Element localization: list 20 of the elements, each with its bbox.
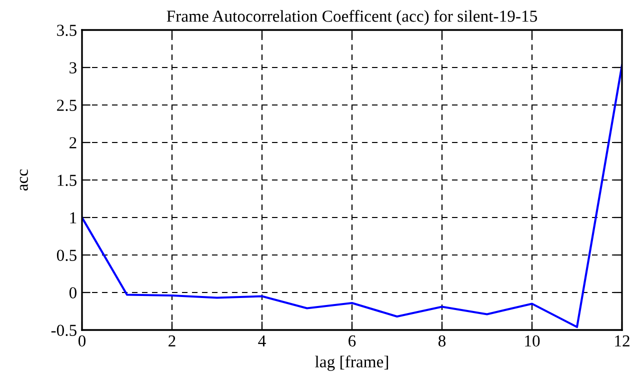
- x-tick-label: 8: [438, 335, 446, 347]
- y-axis-title: acc: [20, 169, 28, 191]
- y-tick-label: 1: [70, 212, 76, 224]
- x-tick-label: 10: [525, 335, 540, 347]
- x-tick-label: 4: [258, 335, 266, 346]
- y-tick-label: -0.5: [51, 324, 76, 336]
- y-tick-label: 1.5: [58, 174, 76, 186]
- y-tick-label: 0.5: [56, 250, 76, 262]
- x-tick-label: 2: [168, 335, 176, 346]
- chart-title: Frame Autocorrelation Coefficent (acc) for silent-19-15: [166, 10, 538, 26]
- line-series: [82, 64, 622, 328]
- y-tick-label: 2: [70, 137, 76, 148]
- y-tick-label: 3.5: [57, 24, 76, 36]
- x-tick-label: 12: [615, 335, 630, 346]
- y-tick-label: 0: [69, 287, 77, 298]
- x-axis-title: lag [frame]: [315, 356, 388, 371]
- y-tick-label: 3: [70, 62, 76, 74]
- x-tick-label: 0: [78, 335, 86, 347]
- y-tick-label: 2.5: [57, 100, 76, 112]
- x-tick-label: 6: [348, 335, 356, 347]
